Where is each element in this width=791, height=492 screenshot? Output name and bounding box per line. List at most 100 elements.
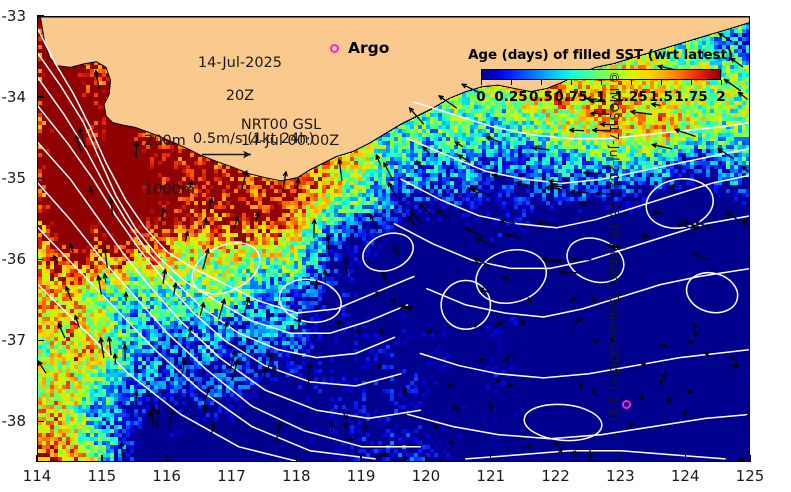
x-axis-label: 123 <box>606 467 635 485</box>
y-axis-tick <box>37 420 44 423</box>
current-vector-arrow <box>419 202 432 216</box>
y-axis-tick <box>37 15 44 17</box>
current-vector-arrow <box>409 210 422 225</box>
current-vector-arrow <box>627 421 634 428</box>
current-vector-arrow <box>592 127 612 133</box>
ssh-contour <box>413 101 749 140</box>
ssh-eddy-contour <box>685 271 739 314</box>
current-vector-arrow <box>255 211 260 223</box>
ssh-contour <box>38 283 299 461</box>
x-axis-label: 125 <box>735 467 765 485</box>
current-vector-arrow <box>155 408 161 429</box>
current-vector-arrow <box>342 412 349 421</box>
current-vector-arrow <box>74 134 82 152</box>
current-vector-arrow <box>102 273 108 283</box>
current-vector-arrow <box>426 328 432 335</box>
ssh-eddy-contour <box>278 278 342 324</box>
ssh-contour <box>419 348 749 379</box>
x-axis-label: 122 <box>541 467 570 485</box>
current-vector-arrow <box>244 297 251 314</box>
current-vector-arrow <box>532 145 550 151</box>
current-vector-arrow <box>452 404 459 412</box>
current-vector-arrow <box>579 200 597 206</box>
colorbar-tick <box>660 80 662 85</box>
ssh-eddy-contour <box>475 249 548 304</box>
current-vector-arrow <box>474 357 485 363</box>
colorbar-tick-labels: 0 0.25 0.5 0.75 1 1.25 1.5 1.75 2 <box>468 89 734 106</box>
current-vector-arrow <box>108 197 114 216</box>
ssh-contour <box>38 182 422 448</box>
current-vector-arrow <box>694 220 712 230</box>
current-vector-arrow <box>133 390 139 405</box>
ssh-contour <box>400 174 749 229</box>
current-vector-arrow <box>734 363 740 368</box>
current-vector-arrow <box>737 457 746 461</box>
current-vector-arrow <box>38 360 47 374</box>
current-vector-arrow <box>570 256 592 262</box>
land-layer <box>38 17 749 182</box>
current-vector-arrow <box>588 449 594 460</box>
y-axis-tick <box>37 177 44 179</box>
colorbar-tick <box>600 80 602 85</box>
current-vector-arrow <box>475 237 494 246</box>
y-axis-label: -35 <box>1 169 27 188</box>
current-vector-arrow <box>325 234 331 256</box>
model-name-label: NRT00 GSL <box>240 117 322 134</box>
current-vector-arrow <box>402 456 408 461</box>
current-vector-arrow <box>461 83 481 94</box>
x-axis-label: 117 <box>217 467 246 485</box>
current-vector-arrow <box>381 451 388 458</box>
x-axis-tick <box>749 455 751 462</box>
current-vector-arrow <box>123 291 129 301</box>
current-vector-arrow <box>717 147 735 160</box>
ssh-contour <box>38 77 396 359</box>
current-vector-arrow <box>343 421 349 429</box>
colorbar-tick <box>570 80 572 85</box>
current-vector-arrow <box>729 354 736 361</box>
current-vector-arrow <box>704 351 709 358</box>
current-vector-arrow <box>518 318 527 325</box>
colorbar-tick <box>510 80 512 85</box>
map-plot-area[interactable]: 14-Jul-2025 20Z Argo 200m 1000m NRT00 GS… <box>37 16 750 462</box>
date-annotation: 14-Jul-2025 20Z <box>161 39 282 120</box>
current-vector-arrow <box>184 231 190 243</box>
x-axis-tick <box>554 455 557 462</box>
date-line-1: 14-Jul-2025 <box>197 55 282 72</box>
current-vector-arrow <box>681 410 687 416</box>
x-axis-tick <box>425 455 427 462</box>
date-line-2: 20Z <box>225 87 255 104</box>
y-axis-label: -38 <box>1 412 27 431</box>
y-axis-tick <box>37 339 44 342</box>
current-vector-arrow <box>361 423 368 430</box>
current-vector-arrow <box>393 245 401 257</box>
current-vector-arrow <box>591 295 596 304</box>
argo-float-marker[interactable] <box>622 400 632 410</box>
current-vector-arrow <box>557 447 564 454</box>
current-vector-arrow <box>585 96 598 102</box>
current-vector-arrow <box>374 452 385 459</box>
ssh-contour <box>38 227 376 460</box>
current-vector-arrow <box>390 297 396 304</box>
current-vector-arrow <box>295 177 301 194</box>
y-axis-label: -33 <box>1 7 27 25</box>
current-vector-arrow <box>306 362 312 385</box>
current-vector-arrow <box>548 178 563 184</box>
current-vector-arrow <box>218 298 226 320</box>
current-vector-arrow <box>630 109 653 115</box>
current-vector-arrow <box>383 161 392 178</box>
current-vector-arrow <box>282 171 288 192</box>
current-vector-arrow <box>641 361 646 368</box>
current-vector-arrow <box>501 276 512 281</box>
current-vector-arrow <box>686 388 693 394</box>
speed-scale-arrow-icon <box>202 150 251 159</box>
current-vector-arrow <box>369 213 378 232</box>
ssh-contour <box>38 28 415 314</box>
current-vector-arrow <box>545 258 562 264</box>
x-axis-label: 124 <box>670 467 700 485</box>
current-vector-arrow <box>687 338 694 344</box>
current-vector-arrow <box>691 323 698 330</box>
current-vector-arrow <box>208 197 214 210</box>
current-vector-arrow <box>397 303 406 309</box>
x-axis-tick <box>684 455 686 462</box>
